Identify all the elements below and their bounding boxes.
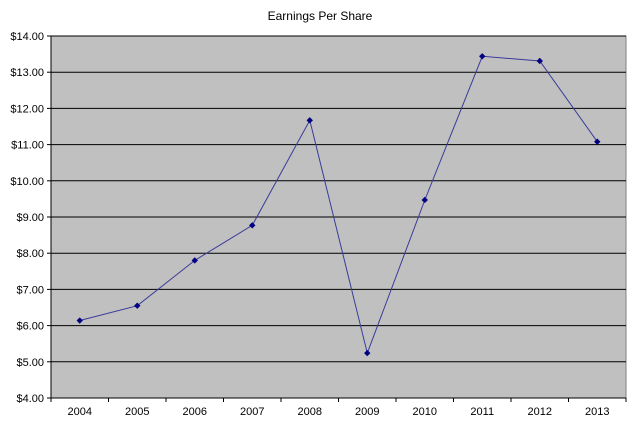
x-tick-label: 2004	[68, 406, 92, 418]
data-point	[191, 257, 198, 264]
y-tick-label: $13.00	[10, 67, 44, 79]
data-point	[479, 53, 486, 60]
y-tick-label: $7.00	[16, 284, 44, 296]
x-tick-label: 2011	[470, 406, 494, 418]
data-point	[594, 138, 601, 145]
y-tick-label: $4.00	[16, 393, 44, 405]
data-point	[364, 349, 371, 357]
x-axis: 2004 2005 2006 2007 2008 2009 2010 2011 2012 2013	[50, 397, 627, 418]
data-point	[306, 117, 313, 124]
chart-title: Earnings Per Share	[268, 9, 373, 23]
y-tick-label: $6.00	[16, 321, 44, 333]
series-line	[79, 55, 598, 355]
data-point	[134, 302, 141, 309]
data-point	[76, 317, 83, 324]
x-tick-label: 2006	[183, 406, 207, 418]
y-tick-label: $12.00	[10, 103, 44, 115]
x-tick-label: 2010	[413, 406, 437, 418]
x-tick-label: 2012	[528, 406, 552, 418]
y-tick-label: $8.00	[16, 248, 44, 260]
data-point	[421, 196, 428, 204]
x-tick-label: 2008	[298, 406, 322, 418]
x-tick-label: 2013	[585, 406, 609, 418]
y-tick-label: $14.00	[10, 31, 44, 43]
y-tick-label: $10.00	[10, 176, 44, 188]
data-point	[249, 222, 256, 229]
gridlines	[51, 35, 626, 399]
y-tick-label: $11.00	[11, 140, 44, 152]
series-eps	[76, 53, 601, 357]
x-tick-label: 2005	[125, 406, 149, 418]
y-tick-label: $9.00	[16, 212, 44, 224]
x-tick-label: 2009	[355, 406, 379, 418]
x-tick-label: 2007	[240, 406, 264, 418]
y-axis: $14.00 $13.00 $12.00 $11.00 $10.00 $9.00 $8.00…	[10, 31, 52, 405]
y-tick-label: $5.00	[16, 357, 44, 369]
data-point	[536, 57, 543, 65]
